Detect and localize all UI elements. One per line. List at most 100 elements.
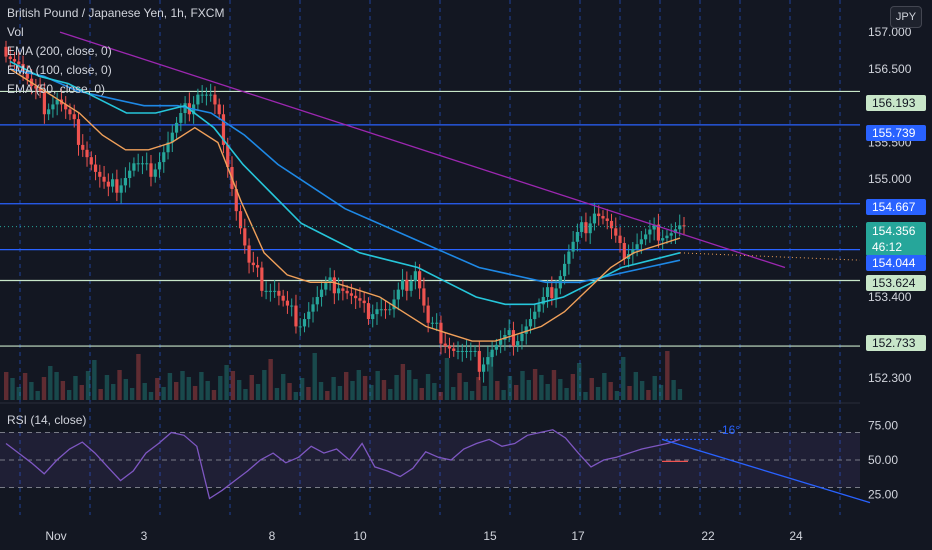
volume-bar — [174, 382, 179, 400]
currency-button[interactable]: JPY — [890, 6, 922, 28]
legend-rsi[interactable]: RSI (14, close) — [7, 413, 87, 427]
candle-body — [409, 281, 413, 291]
volume-bar — [249, 375, 254, 400]
candle-body — [358, 298, 362, 301]
volume-bar — [451, 387, 456, 400]
candle-body — [38, 88, 42, 91]
volume-bar — [476, 377, 481, 400]
candle-body — [68, 109, 72, 115]
legend-ema200[interactable]: EMA (200, close, 0) — [7, 44, 112, 58]
candle-body — [290, 305, 294, 307]
volume-bar — [129, 388, 135, 400]
ema200-line — [9, 68, 681, 284]
candle-body — [226, 144, 230, 167]
volume-bar — [438, 392, 443, 400]
rsi-trendline[interactable] — [661, 438, 871, 504]
candle-body — [388, 309, 392, 311]
volume-bar — [85, 371, 91, 400]
volume-bar — [621, 357, 626, 400]
rsi-line — [5, 429, 681, 500]
ema50-line — [9, 68, 681, 342]
volume-bar — [432, 383, 437, 400]
candle-body — [98, 171, 102, 177]
candle-body — [567, 251, 571, 264]
candle-body — [473, 350, 477, 352]
bar-countdown: 46:12 — [872, 240, 903, 254]
candle-body — [631, 249, 635, 255]
candle-body — [294, 305, 298, 327]
legend: British Pound / Japanese Yen, 1h, FXCM V… — [7, 4, 224, 99]
volume-bar — [186, 377, 191, 400]
volume-bar — [60, 381, 66, 400]
volume-bar — [111, 384, 116, 400]
candle-body — [341, 288, 345, 291]
trendline[interactable] — [59, 31, 786, 269]
candle-body — [490, 349, 494, 358]
volume-bar — [425, 374, 431, 400]
volume-bar — [539, 375, 544, 400]
volume-bar — [665, 351, 670, 400]
volume-bar — [463, 382, 469, 400]
candle-body — [554, 288, 558, 299]
candle-body — [371, 314, 375, 320]
volume-bar — [337, 386, 343, 400]
candle-body — [575, 231, 579, 242]
volume-bar — [627, 386, 632, 400]
volume-bar — [117, 370, 122, 400]
candle-body — [669, 233, 673, 236]
volume-bar — [104, 375, 110, 400]
rsi-axis-label: 75.00 — [868, 419, 898, 433]
candle-body — [64, 104, 68, 110]
candle-body — [349, 293, 353, 296]
volume-bar — [224, 365, 229, 400]
time-axis-label: 24 — [789, 529, 803, 543]
volume-bar — [180, 371, 185, 400]
time-axis-label: 22 — [701, 529, 715, 543]
volume-bar — [400, 364, 406, 400]
legend-symbol[interactable]: British Pound / Japanese Yen, 1h, FXCM — [7, 6, 225, 20]
volume-bar — [54, 372, 59, 400]
price-axis-label: 157.000 — [868, 25, 912, 39]
candle-body — [93, 164, 98, 172]
candle-body — [644, 234, 648, 240]
candle-body — [132, 163, 136, 171]
candle-body — [51, 104, 55, 110]
candle-body — [81, 144, 85, 150]
level-tag-154667: 154.667 — [866, 199, 926, 215]
candle-body — [102, 176, 106, 182]
candle-body — [405, 279, 409, 291]
candle-body — [656, 224, 661, 241]
volume-bar — [381, 380, 387, 400]
price-axis-label: 156.500 — [868, 62, 912, 76]
volume-bar — [211, 390, 217, 400]
volume-bar — [362, 376, 368, 400]
candle-body — [55, 99, 59, 105]
volume-bar — [29, 382, 34, 400]
volume-bar — [633, 372, 639, 400]
legend-vol[interactable]: Vol — [7, 25, 24, 39]
volume-bar — [419, 388, 424, 400]
volume-bar — [589, 378, 594, 400]
rsi-band — [0, 432, 860, 488]
volume-bar — [501, 390, 506, 400]
current-price: 154.356 — [872, 224, 916, 238]
candle-body — [375, 309, 379, 315]
price-axis-label: 155.000 — [868, 172, 912, 186]
volume-bar — [331, 377, 336, 400]
legend-ema50[interactable]: EMA (50, close, 0) — [7, 82, 106, 96]
legend-ema100[interactable]: EMA (100, close, 0) — [7, 63, 112, 77]
volume-bar — [142, 383, 147, 400]
candle-body — [648, 229, 652, 235]
volume-bar — [394, 375, 399, 400]
candle-body — [277, 290, 281, 296]
volume-bar — [73, 376, 78, 400]
volume-bar — [677, 389, 683, 400]
candle-body — [337, 288, 341, 294]
volume-bar — [281, 374, 286, 400]
candle-body — [25, 71, 29, 79]
candle-body — [426, 305, 430, 323]
candle-body — [413, 271, 417, 282]
candle-body — [328, 277, 332, 283]
candle-body — [469, 350, 473, 352]
